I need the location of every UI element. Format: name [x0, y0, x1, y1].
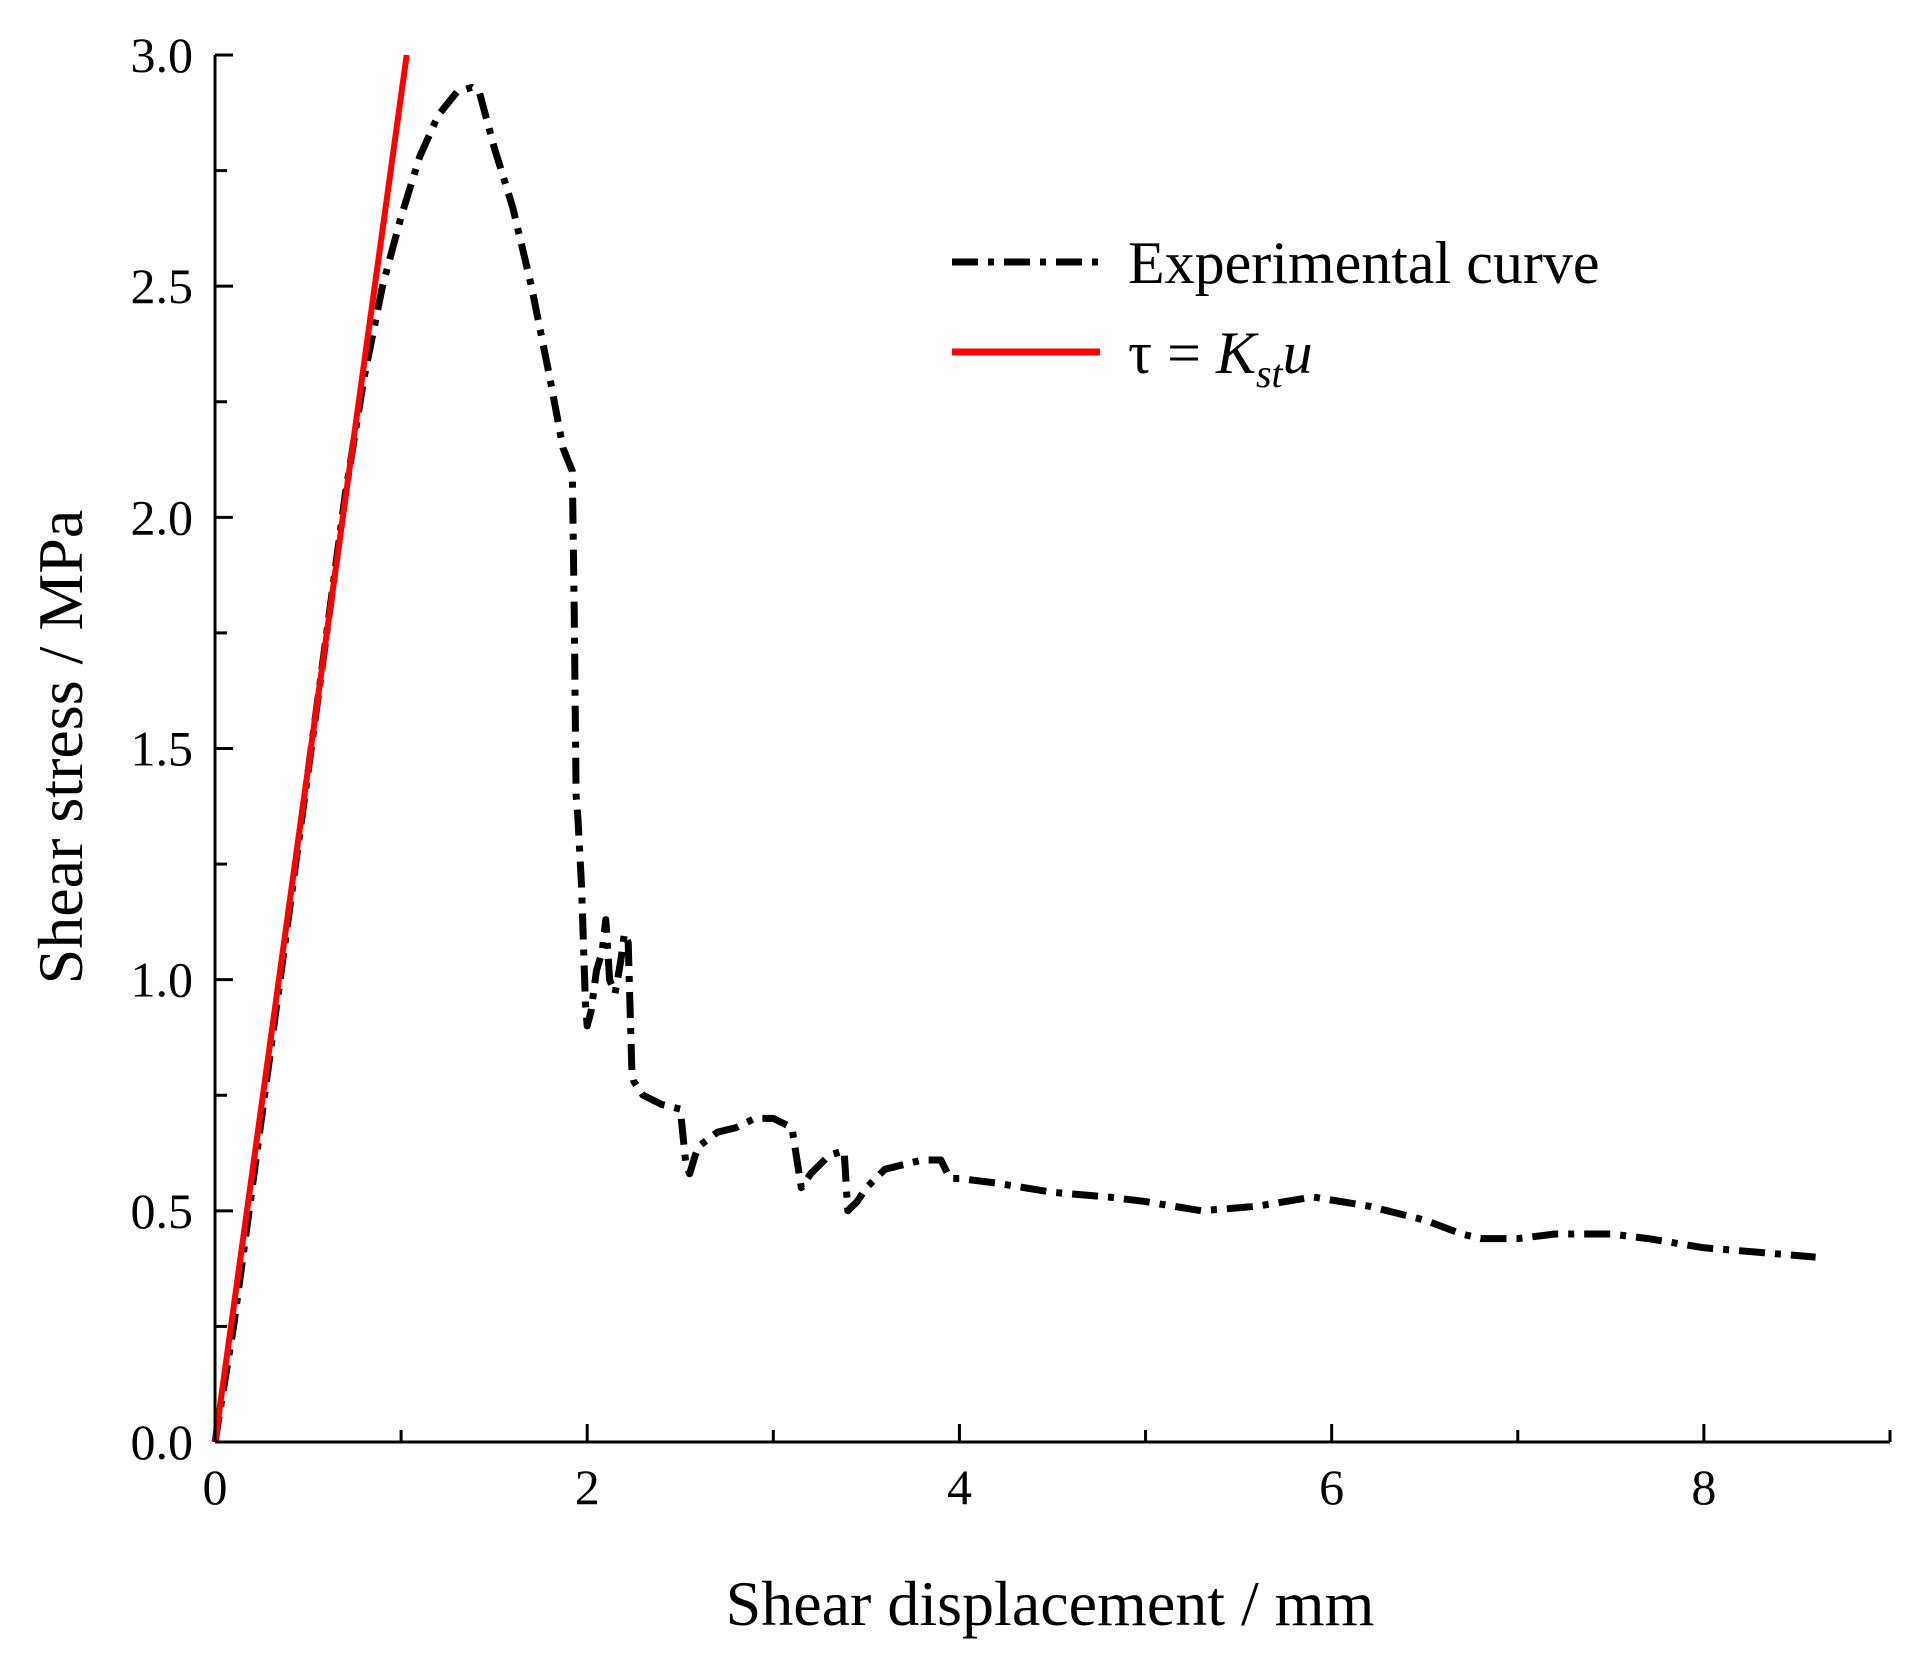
y-tick-label: 0.0	[131, 1414, 194, 1470]
series-line-fit	[212, 54, 410, 1443]
y-tick-label: 2.5	[131, 258, 194, 314]
ticks-layer: 0 2 4 6 8 0.0 0.5 1.0 1.5 2.0 2.5 3.0	[131, 27, 1892, 1515]
x-tick-label: 6	[1319, 1459, 1344, 1515]
x-tick-label: 2	[575, 1459, 600, 1515]
legend-fit-prefix: τ =	[1128, 320, 1216, 386]
y-axis-title: Shear stress / MPa	[25, 510, 96, 985]
y-tick-label: 0.5	[131, 1183, 194, 1239]
x-axis-title: Shear displacement / mm	[726, 1568, 1375, 1639]
legend-label-fit: τ = Kstu	[1128, 320, 1313, 396]
series-layer	[211, 54, 1816, 1443]
y-tick-label: 3.0	[131, 27, 194, 83]
x-tick-label: 0	[203, 1459, 228, 1515]
y-tick-label: 1.5	[131, 721, 194, 777]
legend-fit-subscript: st	[1256, 351, 1284, 396]
y-tick-label: 1.0	[131, 952, 194, 1008]
x-tick-label: 8	[1691, 1459, 1716, 1515]
legend-fit-u: u	[1283, 320, 1313, 386]
y-tick-label: 2.0	[131, 489, 194, 545]
axes-layer	[213, 55, 1890, 1444]
x-tick-label: 4	[947, 1459, 972, 1515]
legend-label-experimental: Experimental curve	[1128, 230, 1599, 296]
legend-fit-k: K	[1215, 320, 1259, 386]
legend: Experimental curve τ = Kstu	[952, 230, 1599, 396]
